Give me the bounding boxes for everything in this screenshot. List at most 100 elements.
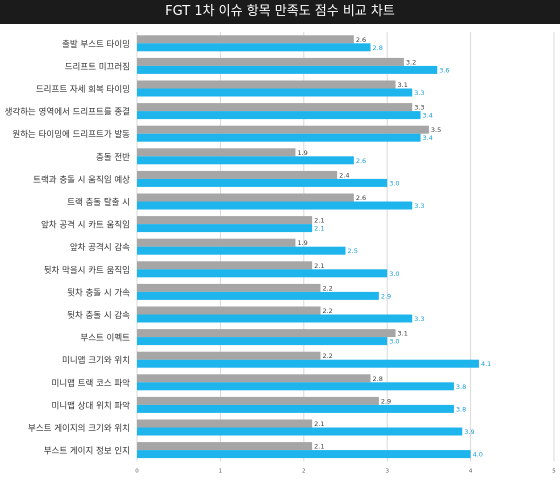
bar-fgt1 xyxy=(137,396,379,405)
bar-fgt2 xyxy=(137,156,354,165)
data-label-fgt2: 3.0 xyxy=(389,338,399,346)
data-label-fgt2: 2.5 xyxy=(348,247,358,255)
bar-fgt2 xyxy=(137,111,421,120)
bar-fgt1 xyxy=(137,442,313,451)
data-label-fgt1: 2.1 xyxy=(314,262,324,270)
data-label-fgt1: 2.2 xyxy=(322,307,332,315)
data-label-fgt2: 2.1 xyxy=(314,225,324,233)
data-label-fgt2: 3.8 xyxy=(456,405,466,413)
data-label-fgt2: 2.9 xyxy=(381,292,391,300)
data-label-fgt1: 1.9 xyxy=(297,149,307,157)
category-label: 드리프트 미끄러짐 xyxy=(65,61,130,72)
category-label: 앞차 공격시 감속 xyxy=(70,242,130,253)
data-label-fgt1: 2.6 xyxy=(356,36,366,44)
category-label: 생각하는 영역에서 드리프트를 종결 xyxy=(5,107,130,118)
x-tick-label: 1 xyxy=(219,468,223,474)
bar-fgt1 xyxy=(137,80,396,89)
chart-title-bar: FGT 1차 이슈 항목 만족도 점수 비교 차트 xyxy=(0,0,560,24)
data-label-fgt1: 2.2 xyxy=(322,352,332,360)
data-label-fgt1: 2.1 xyxy=(314,420,324,428)
data-label-fgt1: 3.3 xyxy=(414,104,424,112)
data-label-fgt2: 3.3 xyxy=(414,315,424,323)
data-label-fgt2: 2.6 xyxy=(356,157,366,165)
data-label-fgt2: 3.4 xyxy=(423,112,433,120)
x-tick-label: 0 xyxy=(135,468,139,474)
bar-fgt2 xyxy=(137,314,413,323)
bar-fgt2 xyxy=(137,382,454,391)
bar-fgt2 xyxy=(137,43,371,52)
data-label-fgt1: 3.1 xyxy=(398,81,408,89)
category-label: 부스트 게이지 정보 인지 xyxy=(44,446,130,457)
bar-fgt1 xyxy=(137,148,296,157)
data-label-fgt1: 1.9 xyxy=(297,239,307,247)
bar-fgt1 xyxy=(137,283,321,292)
category-label: 충돌 전반 xyxy=(96,152,130,163)
bar-fgt1 xyxy=(137,306,321,315)
category-label: 부스트 게이지의 크기와 위치 xyxy=(28,423,130,434)
data-label-fgt2: 3.0 xyxy=(389,270,399,278)
data-label-fgt2: 3.9 xyxy=(464,428,474,436)
data-label-fgt1: 2.4 xyxy=(339,171,349,179)
category-label: 부스트 이펙트 xyxy=(80,333,130,344)
x-tick-label: 2 xyxy=(302,468,306,474)
category-label: 미니맵 트랙 코스 파악 xyxy=(52,378,131,389)
data-label-fgt2: 3.4 xyxy=(423,134,433,142)
bar-fgt1 xyxy=(137,374,371,383)
bar-fgt1 xyxy=(137,103,413,112)
bar-fgt2 xyxy=(137,427,463,436)
data-label-fgt2: 3.0 xyxy=(389,179,399,187)
bar-fgt1 xyxy=(137,170,338,179)
category-label: 미니맵 상대 위치 파악 xyxy=(52,400,131,411)
data-label-fgt1: 2.2 xyxy=(322,284,332,292)
data-label-fgt1: 2.6 xyxy=(356,194,366,202)
data-label-fgt1: 2.1 xyxy=(314,443,324,451)
bar-fgt1 xyxy=(137,329,396,338)
bar-fgt2 xyxy=(137,269,388,278)
category-label: 트랙 충돌 탈출 시 xyxy=(67,197,130,208)
bar-fgt2 xyxy=(137,246,346,255)
bar-fgt1 xyxy=(137,57,404,66)
chart-title: FGT 1차 이슈 항목 만족도 점수 비교 차트 xyxy=(165,4,395,19)
data-label-fgt1: 3.2 xyxy=(406,58,416,66)
data-label-fgt2: 3.6 xyxy=(439,66,449,74)
data-label-fgt1: 2.8 xyxy=(373,375,383,383)
data-label-fgt1: 2.1 xyxy=(314,217,324,225)
bar-fgt2 xyxy=(137,359,479,368)
category-label: 미니맵 크기와 위치 xyxy=(62,355,130,366)
category-label: 뒷차 막을시 카트 움직임 xyxy=(44,265,130,276)
data-label-fgt1: 2.9 xyxy=(381,397,391,405)
x-tick-label: 3 xyxy=(385,468,389,474)
data-label-fgt2: 2.8 xyxy=(373,44,383,52)
bar-fgt2 xyxy=(137,88,413,97)
bar-fgt1 xyxy=(137,261,313,270)
data-label-fgt1: 3.5 xyxy=(431,126,441,134)
bar-fgt2 xyxy=(137,291,379,300)
data-label-fgt2: 3.3 xyxy=(414,202,424,210)
bar-fgt2 xyxy=(137,224,313,233)
bar-fgt2 xyxy=(137,133,421,142)
category-label: 원하는 타이밍에 드리프트가 발동 xyxy=(12,129,130,140)
data-label-fgt2: 4.0 xyxy=(473,451,483,459)
bar-fgt1 xyxy=(137,193,354,202)
category-label: 드리프트 자세 회복 타이밍 xyxy=(36,84,130,95)
x-tick-label: 4 xyxy=(469,468,473,474)
bar-fgt1 xyxy=(137,351,321,360)
category-label: 출발 부스트 타이밍 xyxy=(62,39,130,50)
data-label-fgt2: 4.1 xyxy=(481,360,491,368)
bar-fgt2 xyxy=(137,201,413,210)
bar-fgt1 xyxy=(137,35,354,44)
data-label-fgt2: 3.8 xyxy=(456,383,466,391)
category-label: 트랙과 충돌 시 움직임 예상 xyxy=(33,174,130,185)
x-tick-label: 5 xyxy=(552,468,556,474)
bar-fgt2 xyxy=(137,337,388,346)
bar-fgt1 xyxy=(137,419,313,428)
category-label: 뒷차 충돌 시 감속 xyxy=(67,310,130,321)
bar-fgt2 xyxy=(137,450,471,459)
data-label-fgt2: 3.3 xyxy=(414,89,424,97)
data-label-fgt1: 3.1 xyxy=(398,330,408,338)
bar-fgt1 xyxy=(137,238,296,247)
bar-fgt1 xyxy=(137,125,429,134)
category-label: 앞차 공격 시 카트 움직임 xyxy=(41,220,130,231)
category-label: 뒷차 충돌 시 가속 xyxy=(67,288,130,298)
